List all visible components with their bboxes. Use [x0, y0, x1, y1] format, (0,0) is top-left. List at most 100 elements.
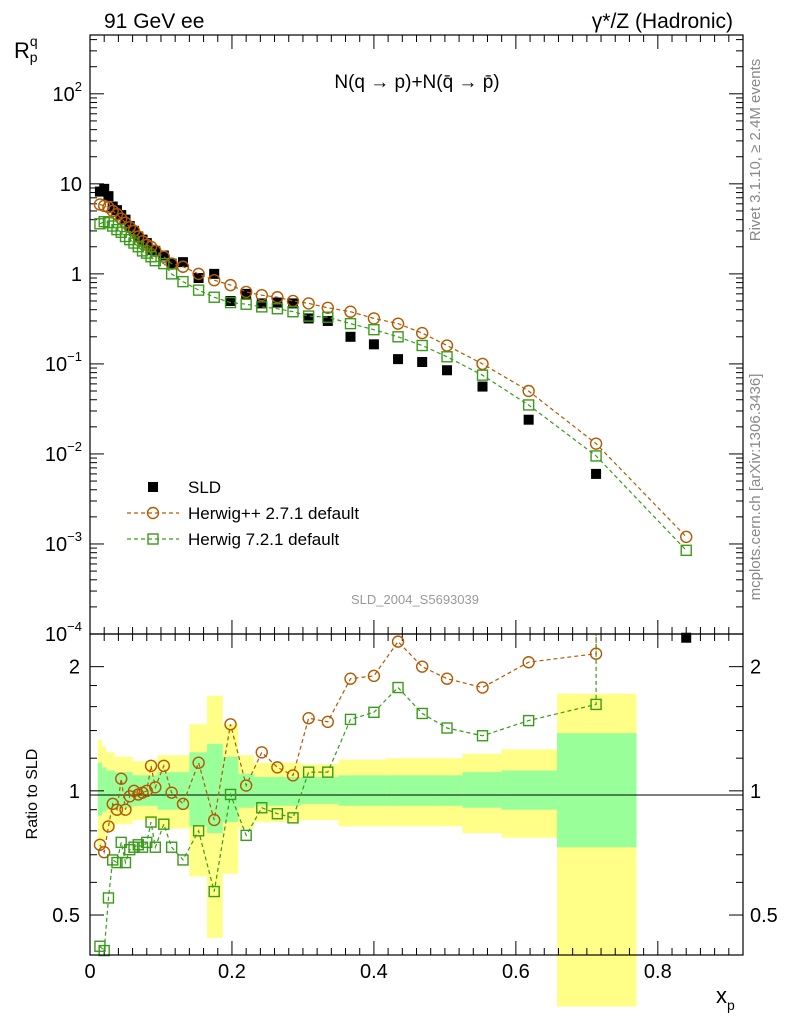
data-point — [103, 191, 114, 202]
stat-uncertainty-band — [114, 772, 133, 808]
ratio-data-point — [157, 759, 171, 773]
ratio-data-point — [224, 718, 237, 731]
ratio-data-point — [144, 759, 158, 773]
data-point — [322, 311, 334, 323]
ratio-data-point — [391, 635, 405, 648]
data-point — [177, 275, 189, 288]
data-point — [209, 268, 220, 279]
ratio-data-point — [149, 781, 162, 794]
ratio-data-point — [256, 802, 268, 814]
data-point — [368, 323, 380, 336]
data-point — [192, 267, 205, 281]
ratio-data-point — [97, 846, 111, 859]
ratio-y-tick-label: 1 — [69, 781, 80, 803]
data-point — [256, 298, 267, 309]
data-point — [240, 298, 252, 310]
main-y-tick-label: 10−1 — [45, 349, 82, 376]
data-point — [158, 250, 169, 261]
data-point — [344, 305, 357, 318]
data-point — [476, 369, 489, 381]
data-point — [115, 226, 127, 238]
ratio-data-point — [367, 669, 381, 683]
stat-uncertainty-band — [106, 770, 115, 810]
data-point — [523, 414, 534, 425]
ratio-plot-frame — [89, 633, 744, 956]
x-axis-label: xp — [716, 983, 735, 1013]
data-point — [145, 251, 157, 263]
data-point — [165, 268, 178, 280]
ratio-data-point — [165, 786, 178, 799]
data-point — [141, 247, 153, 259]
ratio-y-tick-label: 2 — [69, 657, 80, 679]
stat-uncertainty-band — [557, 733, 637, 848]
stat-uncertainty-band — [97, 762, 103, 816]
data-point — [590, 450, 602, 462]
data-point — [102, 201, 115, 214]
data-point — [522, 399, 535, 411]
ratio-data-point — [368, 706, 380, 719]
ratio-data-point — [590, 698, 602, 711]
series-line — [99, 221, 687, 551]
ratio-y-axis-label: Ratio to SLD — [24, 749, 41, 840]
ratio-data-point — [140, 784, 153, 798]
main-plot-title: N(q → p)+N(q̄ → p̄) — [334, 72, 499, 93]
data-point — [302, 297, 315, 310]
ratio-data-point — [522, 714, 535, 727]
ratio-data-point — [132, 839, 144, 851]
data-point — [287, 298, 298, 309]
data-point — [120, 214, 131, 225]
ratio-data-point — [165, 841, 178, 853]
data-point — [522, 384, 535, 398]
data-point — [477, 381, 488, 392]
ratio-data-point — [522, 656, 535, 669]
data-point — [99, 183, 110, 194]
main-y-tick-label: 10−3 — [45, 529, 82, 556]
data-point — [255, 288, 268, 302]
stat-uncertainty-band — [462, 772, 502, 808]
data-point — [271, 291, 284, 304]
data-point — [107, 220, 119, 232]
ratio-y-tick-label: 0.5 — [52, 905, 80, 927]
ratio-data-point — [93, 838, 107, 851]
ratio-data-point — [255, 746, 268, 759]
ratio-data-point — [176, 797, 190, 811]
data-point — [271, 303, 284, 315]
ratio-data-point — [416, 707, 428, 720]
data-point — [149, 255, 162, 267]
data-point — [110, 208, 124, 221]
ratio-data-point — [107, 854, 119, 866]
data-point — [345, 331, 356, 342]
data-point — [256, 301, 268, 313]
ratio-data-point — [392, 681, 404, 694]
legend-label: Herwig++ 2.7.1 default — [188, 504, 359, 523]
ratio-series-line — [99, 634, 597, 952]
data-point — [224, 296, 237, 309]
legend-label: SLD — [188, 478, 221, 497]
data-point — [239, 285, 253, 299]
x-tick-label: 0 — [84, 961, 95, 983]
legend-marker — [147, 533, 159, 545]
x-tick-label: 0.2 — [218, 961, 246, 983]
ratio-data-point — [441, 722, 453, 734]
data-point — [589, 437, 603, 450]
ratio-data-point — [192, 825, 205, 837]
stat-uncertainty-band — [300, 777, 339, 804]
data-point — [124, 233, 136, 246]
data-point — [287, 306, 299, 318]
stat-uncertainty-band — [501, 770, 558, 810]
ratio-uncertainty-bands — [97, 693, 637, 1007]
ratio-data-point — [102, 820, 115, 833]
data-point — [417, 356, 428, 367]
x-tick-label: 0.8 — [644, 961, 672, 983]
data-point — [128, 237, 140, 249]
data-point — [680, 544, 692, 557]
data-point — [476, 357, 489, 371]
data-point — [208, 274, 221, 287]
ratio-data-point — [344, 713, 357, 726]
data-point — [208, 291, 220, 303]
data-point — [102, 217, 115, 229]
data-point — [442, 365, 453, 376]
ratio-data-point — [208, 813, 221, 827]
data-point — [591, 468, 602, 479]
data-point — [391, 317, 405, 330]
